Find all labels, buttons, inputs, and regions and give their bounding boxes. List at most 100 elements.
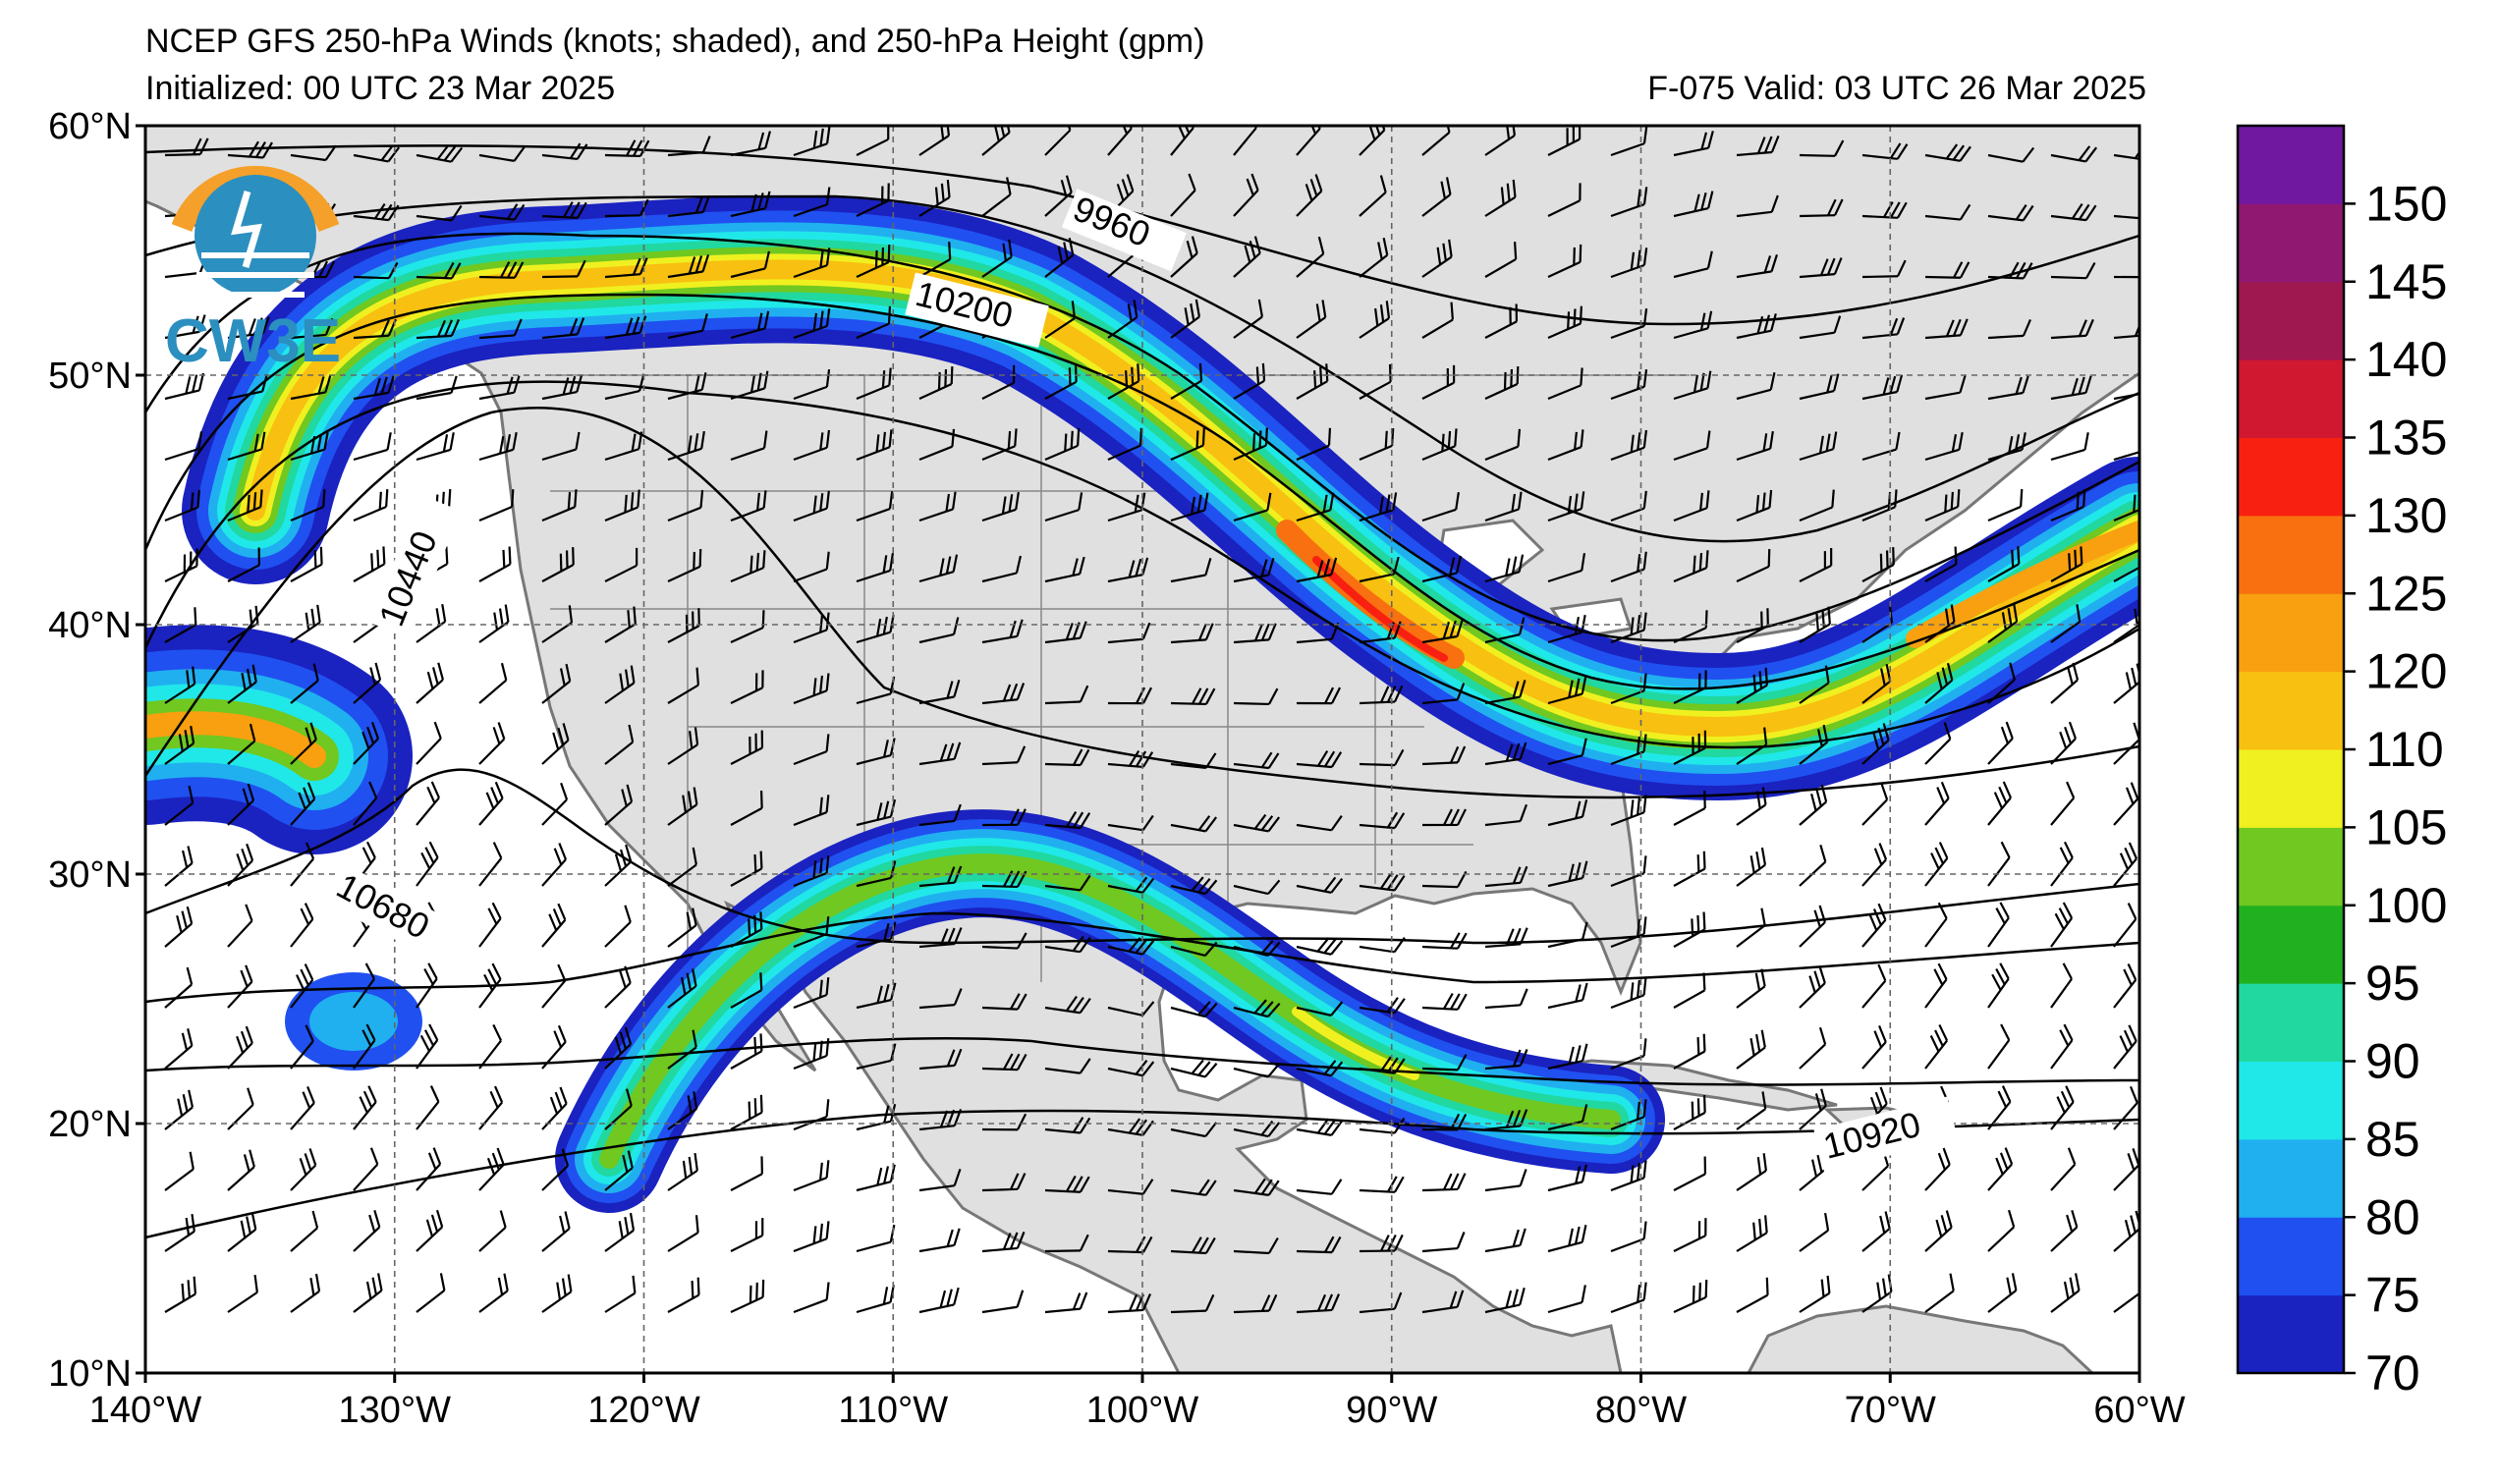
wind-barb <box>918 988 963 1010</box>
wind-barb <box>416 319 460 340</box>
wind-barb <box>1296 236 1325 278</box>
wind-barb <box>290 842 315 887</box>
wind-barb <box>227 664 257 704</box>
wind-barb <box>1107 622 1151 644</box>
wind-barb <box>2050 261 2096 280</box>
wind-barb <box>918 617 960 644</box>
map-axes: 140°W 130°W 120°W 110°W 100°W 90°W 80°W 70°W 60°… <box>48 106 2186 1431</box>
wind-barb <box>1610 1221 1647 1253</box>
wind-barb <box>541 1274 573 1313</box>
wind-barb <box>1987 604 2019 643</box>
wind-barb <box>793 855 830 888</box>
wind-barb <box>856 798 897 827</box>
wind-barb <box>227 1149 255 1191</box>
wind-barb <box>290 144 337 162</box>
wind-barb <box>290 782 316 826</box>
wind-barb <box>1610 308 1648 340</box>
wind-barb <box>1799 489 1835 522</box>
wind-barb <box>1421 126 1451 156</box>
wind-barb <box>1044 810 1091 830</box>
wind-barb <box>416 1085 440 1130</box>
wind-barb <box>1484 680 1527 705</box>
wind-barb <box>1610 855 1647 888</box>
wind-barb <box>1421 683 1466 705</box>
wind-barb <box>667 727 699 765</box>
wind-barb <box>2113 1085 2138 1130</box>
wind-barb <box>1610 429 1648 462</box>
wind-barb <box>1170 1293 1215 1314</box>
wind-barb <box>1044 175 1073 217</box>
wind-barb <box>416 204 463 222</box>
colorbar-swatch <box>2238 515 2344 594</box>
wind-barb <box>2113 214 2139 221</box>
colorbar-swatch <box>2238 1294 2344 1374</box>
colorbar-swatch <box>2238 749 2344 828</box>
wind-barb <box>164 785 194 826</box>
wind-barb <box>1044 1058 1091 1074</box>
wind-barb <box>1170 1122 1218 1138</box>
wind-barb <box>2050 1147 2077 1191</box>
lat-label: 60°N <box>48 106 132 147</box>
colorbar-label: 110 <box>2365 722 2444 777</box>
colorbar-label: 130 <box>2365 488 2447 543</box>
wind-barb <box>793 490 830 522</box>
wind-barb <box>2050 318 2094 340</box>
wind-barb <box>1736 549 1771 582</box>
colorbar-label: 95 <box>2365 956 2420 1011</box>
wind-barb <box>604 724 635 765</box>
wind-barb <box>478 1147 505 1191</box>
wind-barb <box>667 847 697 887</box>
lon-label: 80°W <box>1595 1390 1687 1431</box>
wind-barb <box>1233 751 1280 770</box>
wind-barb <box>1861 317 1906 340</box>
wind-barb <box>730 310 770 340</box>
wind-barb <box>1861 1211 1891 1252</box>
wind-barb <box>1673 550 1709 583</box>
wind-barb <box>2050 841 2074 887</box>
wind-barb <box>918 491 957 522</box>
wind-barb <box>1861 259 1907 279</box>
wind-barb <box>478 962 502 1009</box>
wind-barb <box>1484 1049 1528 1071</box>
wind-barb <box>1296 622 1340 644</box>
wind-barb <box>1359 1292 1403 1314</box>
south-america-land <box>1747 1304 2095 1373</box>
wind-barb <box>604 373 645 401</box>
wind-barb <box>604 784 634 826</box>
wind-barb <box>730 670 764 704</box>
wind-barb <box>1044 1292 1088 1314</box>
wind-barb <box>227 1211 257 1252</box>
wind-barb <box>1673 670 1707 704</box>
wind-barb <box>667 1277 700 1313</box>
wind-barb <box>1107 1060 1155 1077</box>
colorbar-swatch <box>2238 827 2344 907</box>
wind-barb <box>793 126 831 157</box>
wind-barb <box>227 783 255 826</box>
wind-barb <box>1924 842 1949 887</box>
wind-barb <box>1673 1279 1708 1313</box>
lon-label: 60°W <box>2093 1390 2185 1431</box>
wind-barb <box>1484 1109 1528 1131</box>
wind-barb <box>227 489 263 522</box>
colorbar-swatch <box>2238 1217 2344 1296</box>
lat-label: 10°N <box>48 1353 132 1395</box>
logo-waves-icon <box>196 252 314 298</box>
wind-barb <box>1044 238 1075 278</box>
wind-barb <box>541 547 575 582</box>
wind-barb <box>1924 546 1958 582</box>
wind-barb <box>667 667 699 704</box>
wind-barb <box>290 546 323 582</box>
wind-barb <box>1987 318 2031 340</box>
wind-barb <box>1610 795 1647 827</box>
wind-barb <box>730 131 771 157</box>
wind-barb <box>478 902 502 948</box>
wind-barb <box>353 202 400 222</box>
wind-barb <box>1359 556 1400 583</box>
wind-barb <box>1924 1023 1949 1070</box>
wind-barb <box>164 548 198 582</box>
wind-barb <box>290 1148 317 1191</box>
wind-barb <box>541 963 567 1009</box>
wind-barb <box>1673 430 1711 462</box>
wind-barb <box>416 962 438 1009</box>
wind-barb <box>164 372 205 401</box>
